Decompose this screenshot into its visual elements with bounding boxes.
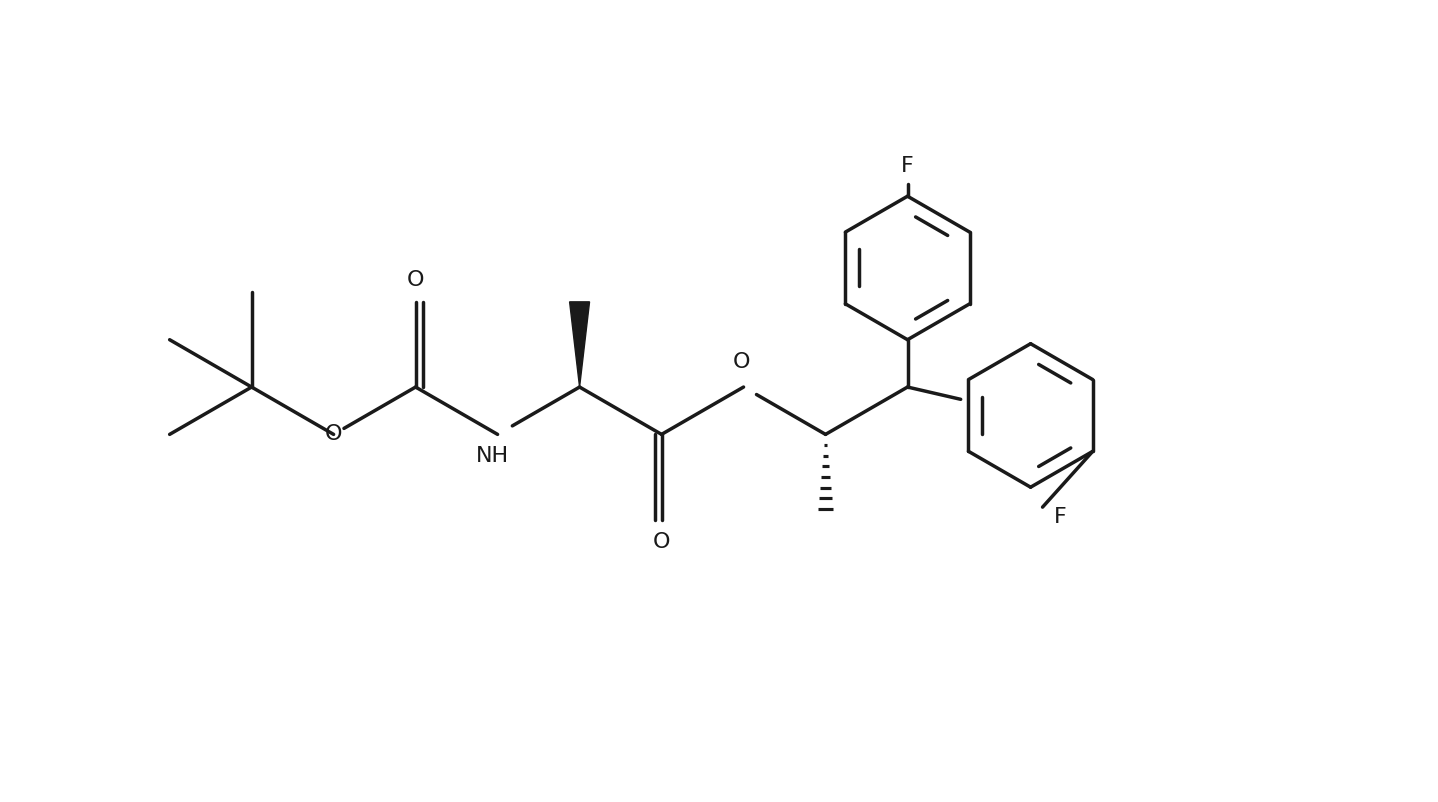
Text: F: F: [1054, 507, 1067, 527]
Text: O: O: [325, 424, 342, 444]
Text: O: O: [653, 532, 670, 552]
Polygon shape: [569, 302, 590, 387]
Text: O: O: [407, 270, 424, 290]
Text: F: F: [902, 156, 915, 176]
Text: NH: NH: [476, 446, 509, 466]
Text: O: O: [733, 352, 751, 372]
